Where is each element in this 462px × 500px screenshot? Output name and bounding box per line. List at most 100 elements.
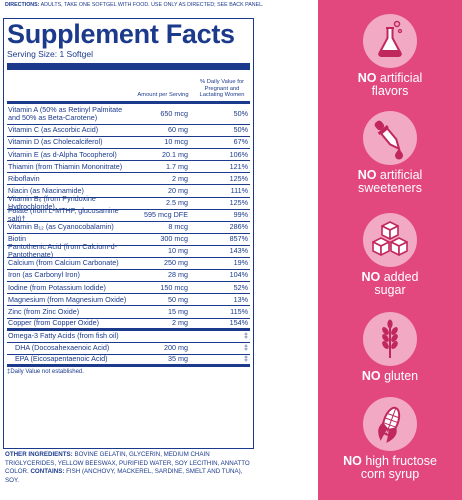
footnote: ‡Daily Value not established. — [7, 368, 84, 375]
nutrient-row: Biotin 300 mcg 857% — [7, 234, 250, 246]
nutrient-name: Magnesium (from Magnesium Oxide) — [8, 294, 127, 304]
nutrient-row: Thiamin (from Thiamin Mononitrate) 1.7 mg… — [7, 161, 250, 174]
claims-panel: NO artificial flavors NO artificial swee… — [318, 0, 462, 500]
nutrient-dv: ‡ — [244, 354, 248, 364]
nutrient-dv: 286% — [229, 222, 248, 232]
nutrient-amount: 20 mg — [168, 185, 188, 195]
facts-header: Amount per Serving % Daily Value for Pre… — [7, 70, 250, 104]
nutrient-amount: 20.1 mg — [162, 149, 188, 159]
directions: DIRECTIONS: ADULTS, TAKE ONE SOFTGEL WIT… — [5, 2, 318, 8]
claim-text: NO artificial flavors — [357, 71, 423, 98]
nutrient-dv: 125% — [229, 173, 248, 183]
nutrient-amount: 15 mg — [168, 306, 188, 316]
nutrient-name: Riboflavin — [8, 173, 40, 183]
omega-sub-rows: DHA (Docosahexaenoic Acid) 200 mg ‡ EPA (Ei… — [7, 343, 250, 367]
ingredients-label: OTHER INGREDIENTS: — [5, 451, 73, 458]
nutrient-row: Copper (from Copper Oxide) 2 mg 154% — [7, 317, 250, 331]
serving-size: Serving Size: 1 Softgel — [7, 49, 250, 70]
nutrient-dv: 125% — [229, 197, 248, 207]
nutrient-amount: 150 mcg — [160, 282, 188, 292]
nutrient-name: Iodine (from Potassium Iodide) — [8, 282, 106, 292]
nutrient-dv: 50% — [233, 108, 248, 118]
nutrient-dv: ‡ — [244, 343, 248, 353]
nutrient-name: Vitamin B₁₂ (as Cyanocobalamin) — [8, 222, 114, 232]
directions-label: DIRECTIONS: — [5, 2, 40, 8]
nutrient-name: Vitamin D (as Cholecalciferol) — [8, 137, 103, 147]
nutrient-name: Folate (from L-MTHF, glucosamine salt)† — [8, 205, 119, 224]
nutrient-row: Iron (as Carbonyl Iron) 28 mg 104% — [7, 270, 250, 283]
nutrient-name: EPA (Eicosapentaenoic Acid) — [15, 354, 108, 364]
facts-rows: Vitamin A (50% as Retinyl Palmitate and … — [7, 104, 250, 331]
nutrient-amount: 2 mg — [172, 317, 188, 327]
nutrient-row: Vitamin C (as Ascorbic Acid) 60 mg 50% — [7, 125, 250, 138]
contains-text: FISH (ANCHOVY, MACKEREL, SARDINE, SMELT … — [5, 468, 243, 484]
nutrient-name: Biotin — [8, 234, 26, 244]
omega-row: Omega-3 Fatty Acids (from fish oil) ‡ — [7, 331, 250, 343]
nutrient-dv: 143% — [229, 246, 248, 256]
nutrient-amount: 10 mg — [168, 246, 188, 256]
nutrient-amount: 1.7 mg — [166, 161, 188, 171]
claim-no-high-fructose-corn-syrup: NO high fructose corn syrup — [318, 397, 462, 481]
nutrient-amount: 2.5 mg — [166, 197, 188, 207]
nutrient-name: Calcium (from Calcium Carbonate) — [8, 258, 119, 268]
nutrient-amount: 28 mg — [168, 270, 188, 280]
corn-icon — [363, 397, 417, 451]
nutrient-dv: 115% — [230, 306, 248, 316]
supplement-label: DIRECTIONS: ADULTS, TAKE ONE SOFTGEL WIT… — [3, 2, 318, 485]
claim-no-artificial-sweeteners: NO artificial sweeteners — [318, 111, 462, 195]
nutrient-row: Vitamin B₆ (from Pyridoxine Hydrochlorid… — [7, 193, 250, 212]
claim-no-artificial-flavors: NO artificial flavors — [318, 14, 462, 98]
claim-text: NO gluten — [361, 369, 419, 383]
dropper-icon — [363, 111, 417, 165]
nutrient-name: Vitamin B₆ (from Pyridoxine Hydrochlorid… — [8, 193, 96, 212]
nutrient-name: Vitamin E (as d-Alpha Tocopherol) — [8, 149, 117, 159]
nutrient-dv: 67% — [233, 137, 248, 147]
ingredients-text: BOVINE GELATIN, GLYCERIN, MEDIUM CHAIN T… — [5, 451, 250, 476]
nutrient-dv: 121% — [229, 161, 248, 171]
nutrient-row: Vitamin D (as Cholecalciferol) 10 mcg 67% — [7, 137, 250, 150]
other-ingredients: OTHER INGREDIENTS: BOVINE GELATIN, GLYCE… — [5, 451, 257, 485]
nutrient-amount: 8 mcg — [168, 222, 188, 232]
sugar-cubes-icon — [363, 213, 417, 267]
directions-text: ADULTS, TAKE ONE SOFTGEL WITH FOOD. USE … — [40, 2, 264, 8]
nutrient-row: Riboflavin 2 mg 125% — [7, 173, 250, 186]
nutrient-dv: 50% — [233, 125, 248, 135]
claim-text: NO added sugar — [361, 270, 419, 297]
claim-no-added-sugar: NO added sugar — [318, 213, 462, 297]
nutrient-row: Niacin (as Niacinamide) 20 mg 111% — [7, 185, 250, 198]
nutrient-name: Thiamin (from Thiamin Mononitrate) — [8, 161, 123, 171]
nutrient-row: Magnesium (from Magnesium Oxide) 50 mg 13% — [7, 294, 250, 307]
nutrient-name: Copper (from Copper Oxide) — [8, 317, 100, 327]
nutrient-amount: 50 mg — [168, 294, 188, 304]
nutrient-dv: 857% — [229, 234, 248, 244]
nutrient-row: Vitamin A (50% as Retinyl Palmitate and … — [7, 104, 250, 125]
nutrient-dv: ‡ — [244, 330, 248, 340]
nutrient-amount: 200 mg — [164, 343, 188, 353]
nutrient-name: Zinc (from Zinc Oxide) — [8, 306, 80, 316]
nutrient-amount: 595 mcg DFE — [144, 210, 188, 219]
nutrient-row: Vitamin E (as d-Alpha Tocopherol) 20.1 mg… — [7, 149, 250, 162]
nutrient-dv: 99% — [233, 210, 248, 219]
facts-title: Supplement Facts — [7, 19, 235, 49]
nutrient-name: Pantothenic Acid (from Calcium-d-Pantoth… — [8, 242, 118, 260]
wheat-icon — [363, 312, 417, 366]
nutrient-row: Vitamin B₁₂ (as Cyanocobalamin) 8 mcg 286% — [7, 222, 250, 234]
nutrient-dv: 154% — [229, 317, 248, 327]
nutrient-row: Pantothenic Acid (from Calcium-d-Pantoth… — [7, 242, 250, 260]
nutrient-row: Zinc (from Zinc Oxide) 15 mg 115% — [7, 306, 250, 319]
nutrient-dv: 106% — [229, 149, 248, 159]
nutrient-dv: 104% — [229, 270, 248, 280]
nutrient-amount: 60 mg — [168, 125, 188, 135]
nutrient-name: Omega-3 Fatty Acids (from fish oil) — [8, 330, 119, 340]
amount-header: Amount per Serving — [137, 92, 189, 99]
nutrient-name: Vitamin A (50% as Retinyl Palmitate and … — [8, 104, 123, 122]
nutrient-name: Niacin (as Niacinamide) — [8, 185, 84, 195]
nutrient-name: DHA (Docosahexaenoic Acid) — [15, 343, 110, 353]
nutrient-amount: 35 mg — [168, 354, 188, 364]
claim-no-gluten: NO gluten — [318, 312, 462, 383]
contains-label: CONTAINS: — [30, 468, 65, 476]
nutrient-row: Calcium (from Calcium Carbonate) 250 mg 19… — [7, 258, 250, 271]
omega-sub-row: EPA (Eicosapentaenoic Acid) 35 mg ‡ — [7, 354, 250, 367]
nutrient-dv: 52% — [233, 282, 248, 292]
nutrient-amount: 250 mg — [164, 258, 188, 268]
